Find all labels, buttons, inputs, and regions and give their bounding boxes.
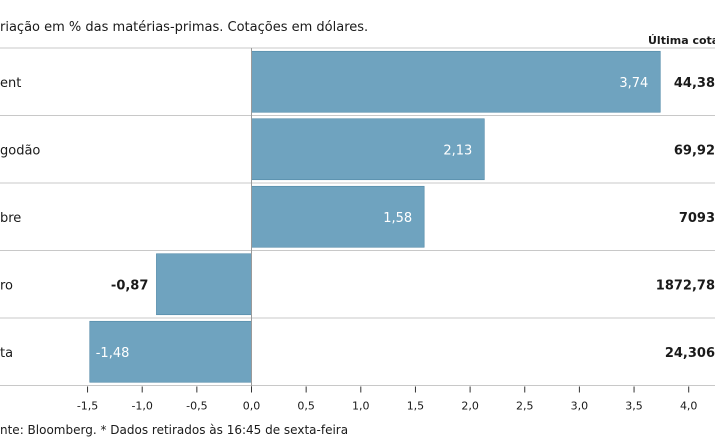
x-tick-label: -0,5 [186,400,207,413]
bar [251,118,485,181]
chart-source-note: nte: Bloomberg. * Dados retirados às 16:… [0,423,348,437]
quote-column-header: Última cotaç [648,34,715,47]
value-label: -1,48 [96,346,130,361]
value-label: 2,13 [443,143,472,158]
x-tick-label: -1,5 [77,400,98,413]
chart-subtitle: riação em % das matérias-primas. Cotaçõe… [0,20,368,35]
category-label: ro [0,278,13,293]
value-label: 1,58 [383,211,412,226]
x-tick-label: 4,0 [680,400,698,413]
category-label: ta [0,346,13,361]
x-tick-label: 2,5 [516,400,534,413]
quote-value: 24,306 [665,346,715,361]
bar [251,50,661,113]
x-tick-label: 3,0 [571,400,589,413]
quote-value: 7093 [679,211,715,226]
x-axis: -1,5 -1,0 -0,5 0,0 0,5 1,0 1,5 2,0 2,5 3,0 3,5 4,0 [77,386,698,413]
value-label: 3,74 [619,76,648,91]
x-tick-label: 2,0 [461,400,479,413]
quote-value: 69,92 [674,143,715,158]
category-label: godão [0,143,40,158]
quote-value: 1872,78 [656,278,715,293]
quote-value: 44,38 [674,76,715,91]
category-label: bre [0,211,21,226]
value-label: -0,87 [111,278,148,293]
bar [89,320,252,383]
x-tick-label: 0,5 [297,400,315,413]
category-label: ent [0,76,21,91]
bar [251,185,425,248]
x-tick-label: 1,0 [352,400,370,413]
x-tick-label: 3,5 [625,400,643,413]
x-tick-label: 0,0 [243,400,261,413]
chart-rows: ent 3,74 44,38 godão 2,13 69,92 bre 1,58 7093 ro -… [0,47,715,386]
bar [156,253,252,316]
x-tick-label: 1,5 [407,400,425,413]
x-tick-label: -1,0 [131,400,152,413]
